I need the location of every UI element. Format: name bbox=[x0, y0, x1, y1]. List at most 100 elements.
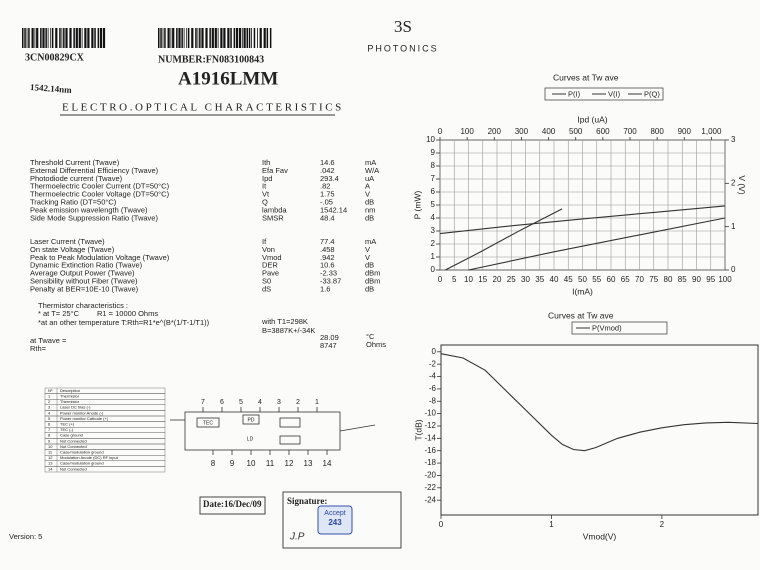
y-tick-label: 2 bbox=[431, 239, 436, 248]
barcode-bar bbox=[223, 28, 226, 48]
param-cell: DER bbox=[262, 261, 278, 270]
x-tick-label: 75 bbox=[649, 275, 658, 284]
pin-description: TEC (+) bbox=[60, 421, 75, 426]
barcode-bar bbox=[186, 28, 188, 48]
barcode-bar bbox=[211, 28, 214, 48]
x-tick-label: 85 bbox=[678, 275, 687, 284]
pin-number: 7 bbox=[48, 427, 51, 432]
barcode-bar bbox=[214, 28, 217, 48]
barcode-bar bbox=[238, 28, 242, 48]
pin-number: 6 bbox=[48, 421, 51, 426]
barcode-bar bbox=[50, 28, 52, 48]
y-tick-label: 9 bbox=[431, 148, 436, 157]
param-cell: Von bbox=[262, 245, 275, 254]
x-tick-label: 80 bbox=[664, 275, 673, 284]
param-cell: Pave bbox=[262, 269, 279, 278]
res-box bbox=[279, 435, 301, 445]
y-tick-label: -24 bbox=[424, 495, 436, 504]
y-tick-label: -8 bbox=[429, 396, 437, 405]
param-name: Average Output Power (Twave) bbox=[30, 269, 135, 278]
pin-label: 3 bbox=[277, 399, 281, 406]
tec-box bbox=[196, 417, 220, 428]
barcode-bar bbox=[84, 28, 87, 48]
y-tick-label: -18 bbox=[424, 458, 436, 467]
legend-box bbox=[544, 87, 664, 101]
pin-number: 3 bbox=[48, 405, 51, 410]
param-cell: -.05 bbox=[320, 197, 333, 206]
brand: PHOTONICS bbox=[367, 43, 438, 53]
barcode-bar bbox=[28, 28, 30, 48]
x2-tick-label: 400 bbox=[542, 127, 556, 136]
pin-label: 14 bbox=[323, 459, 332, 468]
param-cell: .042 bbox=[320, 166, 335, 175]
y-tick-label: -2 bbox=[429, 359, 437, 368]
param-cell: nm bbox=[365, 205, 375, 214]
stamp-text: Accept bbox=[324, 510, 345, 517]
thermistor-line: at Twave = bbox=[30, 336, 67, 345]
wavelength: 1542.14nm bbox=[30, 82, 73, 95]
y-tick-label: -12 bbox=[424, 421, 436, 430]
thermistor-value: 8747 bbox=[320, 341, 337, 350]
barcode-bar bbox=[61, 28, 63, 48]
param-cell: 48.4 bbox=[320, 213, 335, 222]
param-name: Dynamic Extinction Ratio (Twave) bbox=[30, 261, 143, 270]
param-cell: Ipd bbox=[262, 174, 272, 183]
ld-label: LD bbox=[247, 436, 254, 442]
param-name: External Differential Efficiency (Twave) bbox=[30, 166, 159, 175]
x2-axis-label: Ipd (uA) bbox=[577, 114, 607, 124]
y-tick-label: 4 bbox=[431, 213, 436, 222]
y2-tick-label: 2 bbox=[731, 178, 736, 187]
number: NUMBER:FN083100843 bbox=[158, 54, 264, 65]
thermistor-line: B=3887K+/-34K bbox=[262, 326, 315, 335]
y-tick-label: -10 bbox=[424, 409, 436, 418]
pin-description: Modulation Anode (DC) RF input bbox=[60, 455, 119, 460]
barcode-bar bbox=[263, 28, 266, 48]
param-cell: W/A bbox=[365, 166, 379, 175]
pin-number: 11 bbox=[48, 449, 53, 454]
pin-number: 5 bbox=[48, 416, 51, 421]
thermistor-title: Thermistor characteristics : bbox=[38, 301, 128, 310]
pin-description: Description bbox=[60, 388, 80, 393]
param-cell: 1.6 bbox=[320, 284, 330, 293]
barcode-bar bbox=[75, 28, 78, 48]
barcode-bar bbox=[235, 28, 239, 48]
version: Version: 5 bbox=[9, 532, 42, 541]
param-cell: V bbox=[365, 245, 370, 254]
barcode-bar bbox=[78, 28, 81, 48]
param-cell: dB bbox=[365, 197, 374, 206]
x2-tick-label: 700 bbox=[623, 127, 637, 136]
param-cell: Ith bbox=[262, 158, 270, 167]
barcode-bar bbox=[205, 28, 208, 48]
pin-label: 12 bbox=[285, 459, 294, 468]
barcode-bar bbox=[26, 28, 28, 48]
barcode-bar bbox=[195, 28, 197, 48]
chip-box bbox=[279, 417, 301, 428]
barcode-bar bbox=[253, 28, 256, 48]
barcode-bar bbox=[259, 28, 262, 48]
series-line bbox=[439, 205, 726, 235]
y-tick-label: -6 bbox=[429, 384, 437, 393]
y-tick-label: -22 bbox=[424, 483, 436, 492]
barcode-bar bbox=[241, 28, 243, 48]
barcode-bar bbox=[45, 28, 47, 48]
legend-box bbox=[571, 321, 668, 335]
y2-axis-label: V (V) bbox=[737, 175, 747, 195]
barcode-bar bbox=[51, 28, 54, 48]
barcode-bar bbox=[246, 28, 248, 48]
barcode-bar bbox=[97, 28, 100, 48]
param-cell: lambda bbox=[262, 205, 287, 214]
pin-description: Not Connected bbox=[60, 466, 87, 471]
pin-row bbox=[44, 466, 166, 473]
param-cell: dB bbox=[365, 213, 374, 222]
pin-number: 13 bbox=[48, 461, 53, 466]
x-tick-label: 2 bbox=[660, 520, 665, 529]
param-cell: uA bbox=[365, 174, 374, 183]
barcode-bar bbox=[63, 28, 65, 48]
pin-label: 11 bbox=[266, 459, 275, 468]
param-cell: -2.33 bbox=[320, 269, 337, 278]
param-name: Threshold Current (Twave) bbox=[30, 158, 120, 167]
package-diagram: TEC PD LD 7 6 5 4 3 2 1 8 9 10 11 12 13 14 bbox=[170, 399, 376, 468]
x-tick-label: 0 bbox=[438, 275, 443, 284]
